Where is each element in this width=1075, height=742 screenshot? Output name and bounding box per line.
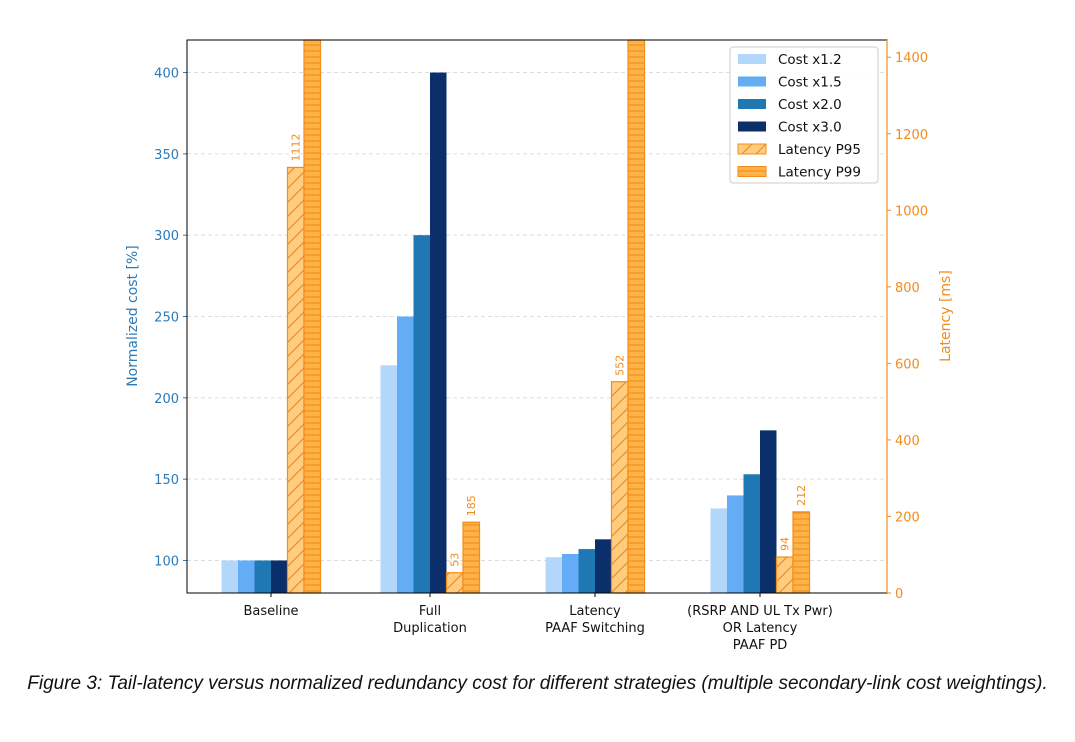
axes: 100 150 200 250 300 350 400 0 200 400 600 800 1000 12… [125,39,954,653]
legend-label: Cost x1.5 [778,75,842,91]
legend-label: Latency P95 [778,142,861,158]
bar-fill [271,560,288,593]
y2-axis-label: Latency [ms] [938,270,954,362]
bars: 1112 53 552 94 185 212 [221,39,811,594]
bar-fill [710,508,727,593]
bar-fill [413,235,430,594]
bar-cost-x2-0 [578,549,595,593]
bar-latency-p99: 212 [792,485,811,594]
bar-hatch [775,556,794,594]
bar-cost-x1-5 [397,316,414,593]
figure-caption: Figure 3: Tail-latency versus normalized… [27,673,1048,694]
y-tick-label: 250 [154,311,179,326]
legend-label: Cost x3.0 [778,120,842,136]
bar-hatch [462,521,481,594]
x-tick-label: PAAF Switching [545,621,645,636]
x-tick-label: Baseline [243,604,298,619]
chart: 1112 53 552 94 185 212 100 150 200 250 300 350 400 0… [125,39,954,653]
bar-latency-p99 [627,39,646,594]
y2-tick-label: 1000 [895,204,928,219]
data-label: 552 [614,355,627,376]
bar-cost-x1-2 [710,508,727,593]
bar-fill [743,474,760,593]
bar-hatch [303,39,322,594]
bar-cost-x3-0 [595,539,612,593]
bar-hatch [286,166,305,594]
legend-box [729,46,879,184]
bar-cost-x1-5 [727,495,744,593]
bar-fill [430,72,447,593]
y-tick-label: 150 [154,473,179,488]
y2-tick-label: 800 [895,281,920,296]
bar-cost-x2-0 [743,474,760,593]
y2-tick-label: 600 [895,357,920,372]
bar-cost-x2-0 [254,560,271,593]
bar-cost-x3-0 [430,72,447,593]
legend-label: Cost x2.0 [778,97,842,113]
bar-fill [238,560,255,593]
data-label: 94 [779,537,792,551]
bar-hatch [792,511,811,594]
bar-latency-p99 [303,39,322,594]
y2-tick-label: 200 [895,510,920,525]
data-label: 53 [449,553,462,567]
bar-hatch [445,572,464,594]
bar-fill [221,560,238,593]
data-label: 212 [795,485,808,506]
bar-cost-x3-0 [271,560,288,593]
bar-hatch [627,39,646,594]
y-axis-label: Normalized cost [%] [125,245,141,387]
bar-cost-x3-0 [760,430,777,593]
x-tick-label: OR Latency [723,621,798,636]
x-tick-label: Full [419,604,441,619]
bar-latency-p95: 1112 [286,133,305,594]
bar-cost-x1-2 [545,557,562,593]
x-tick-label: Duplication [393,621,467,636]
y2-tick-label: 1400 [895,51,928,66]
legend-label: Latency P99 [778,165,861,181]
bar-latency-p95: 53 [445,553,464,594]
legend-swatch [737,166,767,177]
bar-fill [760,430,777,593]
bar-fill [562,553,579,593]
legend-label: Cost x1.2 [778,52,842,68]
y-tick-label: 300 [154,229,179,244]
legend-swatch [738,54,766,64]
y2-tick-label: 400 [895,434,920,449]
bar-hatch [610,381,629,594]
bar-cost-x1-5 [562,553,579,593]
bar-fill [545,557,562,593]
y2-tick-label: 1200 [895,128,928,143]
y-tick-label: 400 [154,67,179,82]
legend-swatch [738,76,766,87]
y-tick-label: 350 [154,148,179,163]
bar-cost-x1-2 [380,365,397,593]
bar-latency-p95: 552 [610,355,629,594]
y-tick-label: 100 [154,554,179,569]
y2-tick-label: 0 [895,587,903,602]
bar-latency-p95: 94 [775,537,794,594]
y-tick-label: 200 [154,392,179,407]
bar-cost-x1-2 [221,560,238,593]
bar-latency-p99: 185 [462,495,481,594]
bar-fill [380,365,397,593]
bar-fill [578,549,595,593]
bar-cost-x2-0 [413,235,430,594]
x-tick-label: Latency [569,604,621,619]
bar-cost-x1-5 [238,560,255,593]
bar-fill [727,495,744,593]
legend: Cost x1.2 Cost x1.5 Cost x2.0 Cost x3.0 Late… [729,46,879,184]
bar-fill [397,316,414,593]
legend-swatch [738,121,766,132]
x-tick-label: (RSRP AND UL Tx Pwr) [687,604,833,619]
legend-swatch-hatch [738,144,766,154]
data-label: 1112 [290,133,303,161]
data-label: 185 [465,495,478,516]
legend-swatch [738,99,766,109]
x-tick-label: PAAF PD [733,638,788,653]
bar-fill [254,560,271,593]
bar-fill [595,539,612,593]
